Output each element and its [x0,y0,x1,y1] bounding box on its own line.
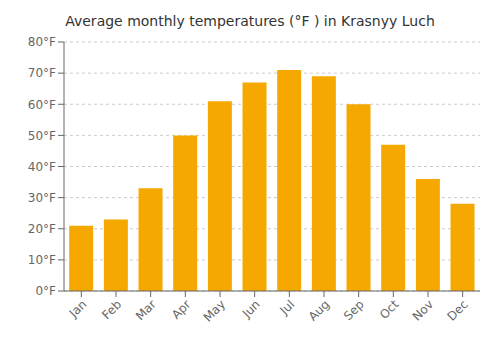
svg-text:50°F: 50°F [28,129,56,143]
svg-text:Mar: Mar [133,297,159,323]
svg-text:Jun: Jun [239,297,263,321]
svg-text:80°F: 80°F [28,35,56,49]
svg-text:60°F: 60°F [28,98,56,112]
svg-text:Dec: Dec [444,297,470,323]
svg-text:70°F: 70°F [28,66,56,80]
svg-text:Apr: Apr [169,297,194,322]
svg-text:May: May [201,297,228,324]
svg-text:10°F: 10°F [28,253,56,267]
svg-text:Jan: Jan [66,297,90,321]
svg-text:40°F: 40°F [28,160,56,174]
svg-text:Sep: Sep [341,297,367,323]
svg-text:0°F: 0°F [35,284,56,298]
svg-text:30°F: 30°F [28,191,56,205]
svg-text:Oct: Oct [377,297,402,322]
html-text:Average monthly temperatures (: Average monthly temperatures (°F ) in Kr… [65,13,435,29]
svg-text:Aug: Aug [306,297,332,323]
svg-text:20°F: 20°F [28,222,56,236]
svg-text:Jul: Jul [277,297,298,318]
svg-text:Feb: Feb [99,297,124,322]
svg-text:Nov: Nov [410,297,436,323]
